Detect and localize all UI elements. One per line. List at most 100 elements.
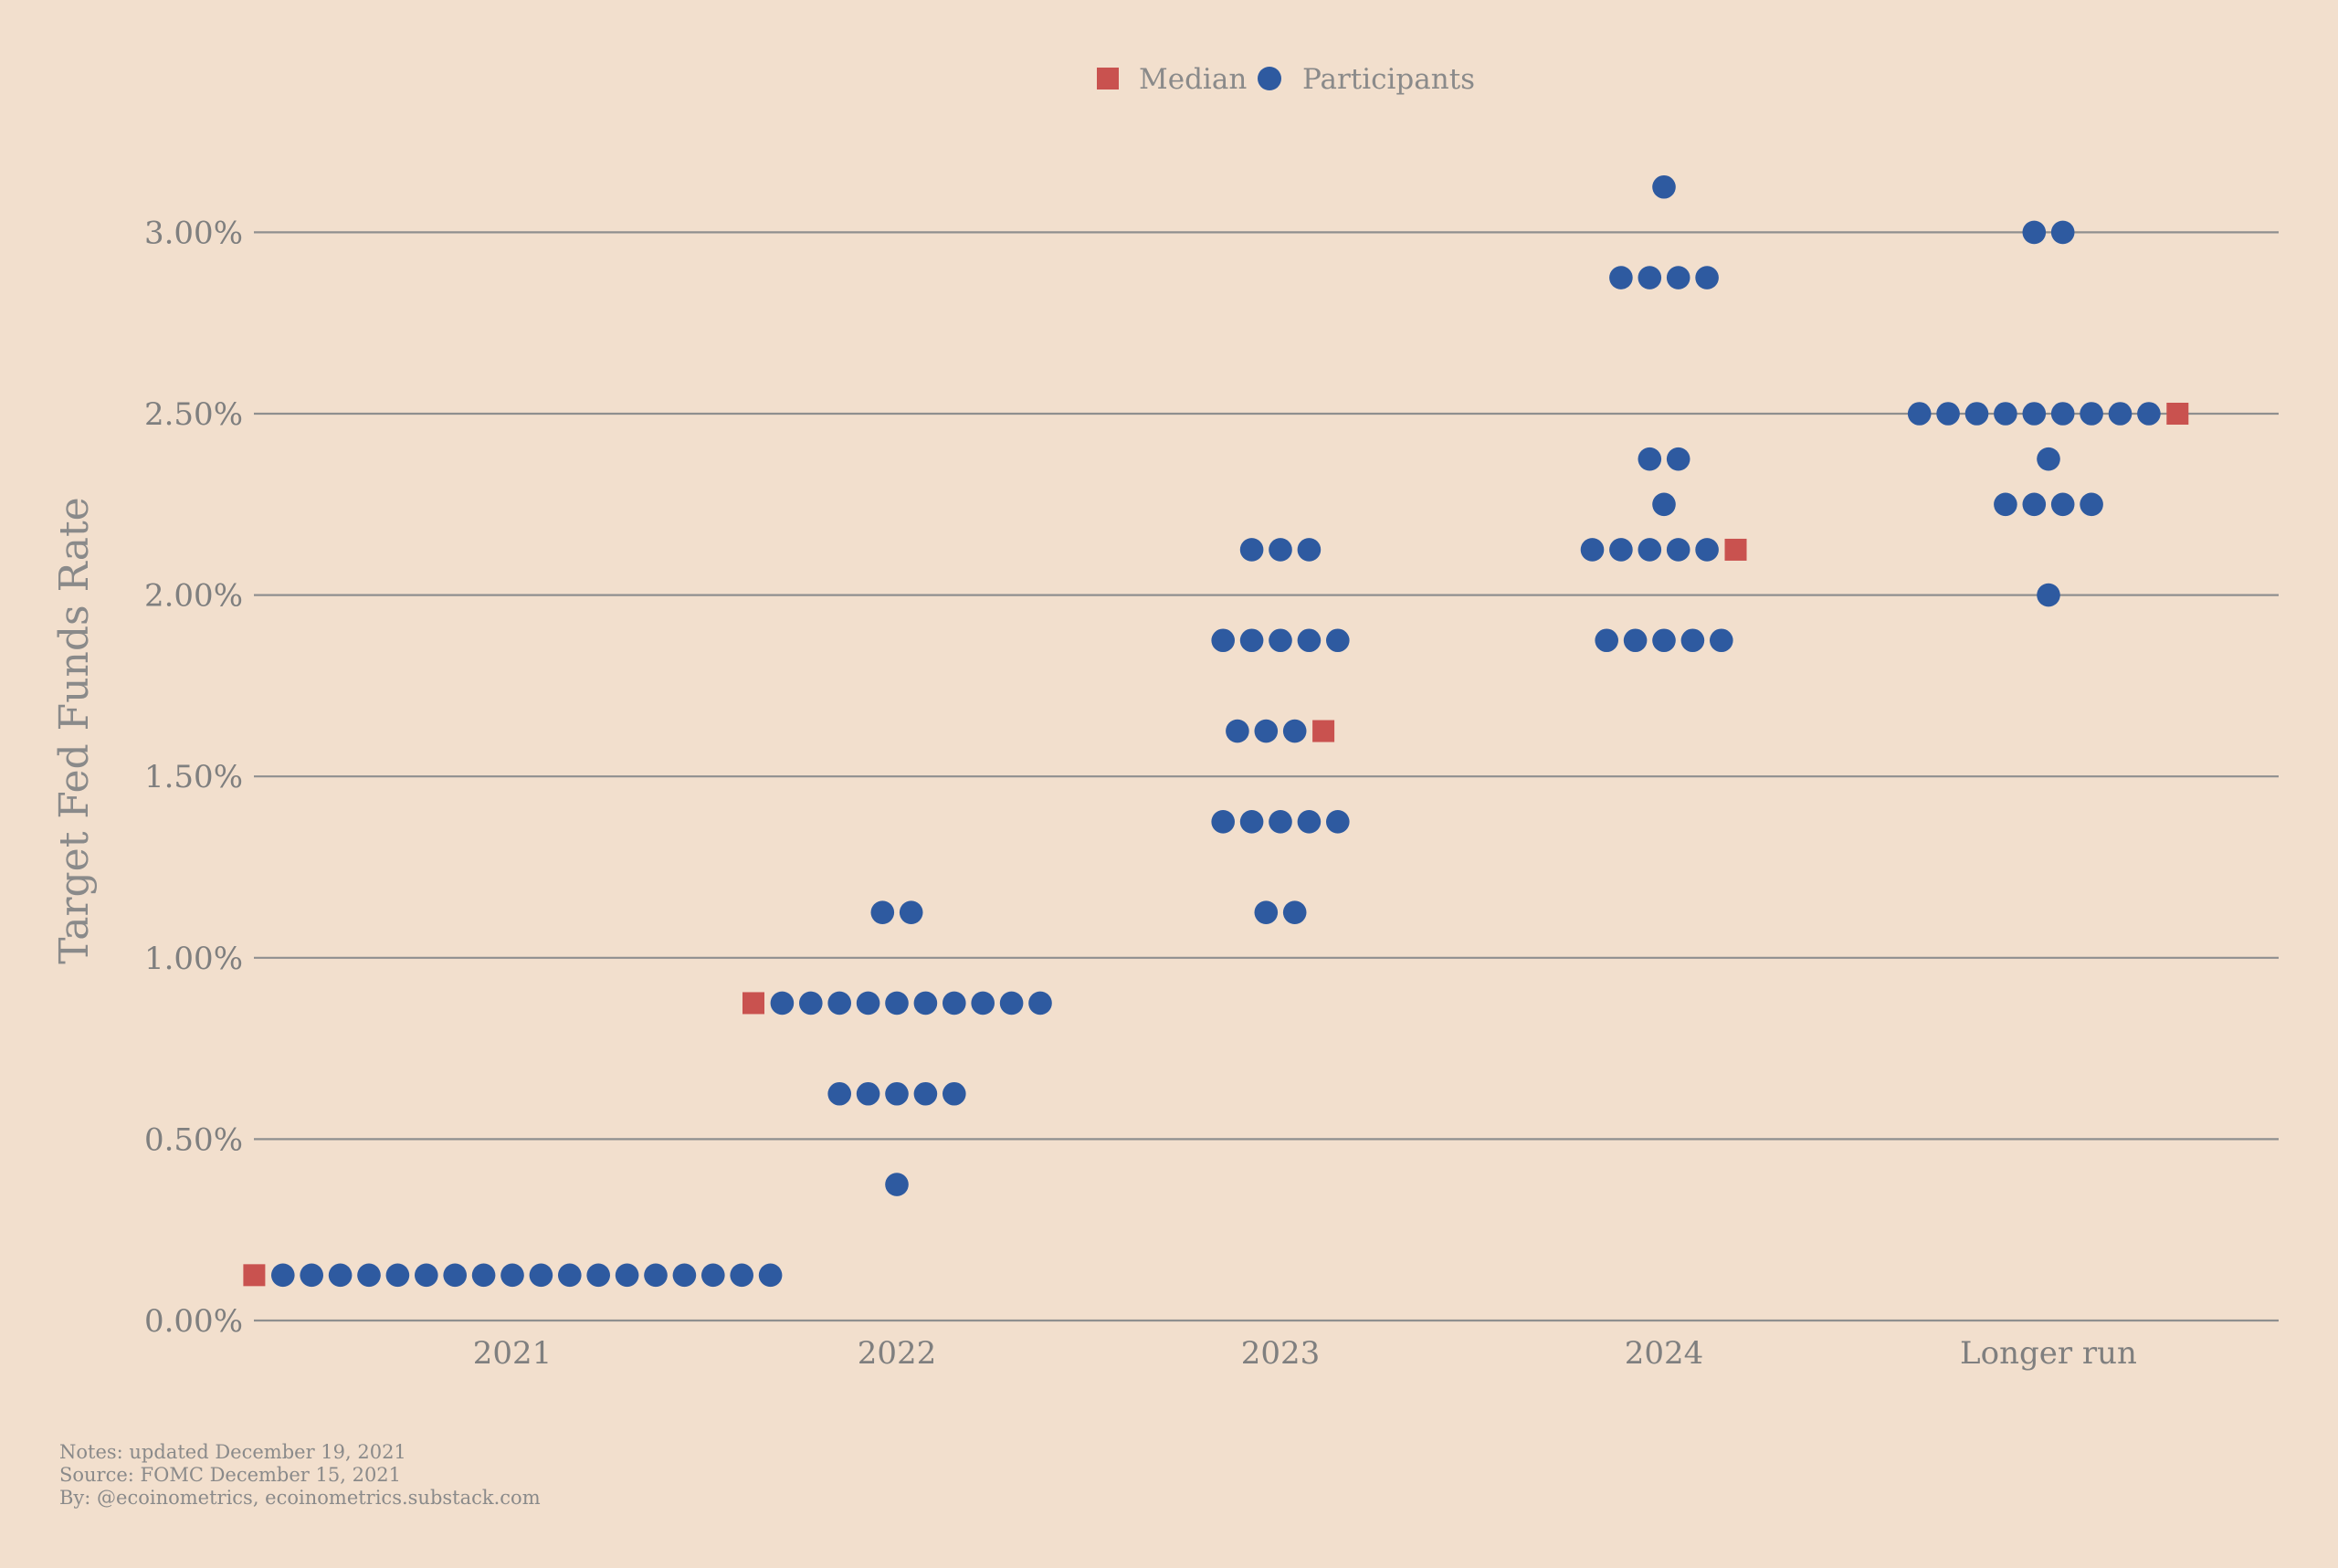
- participant-dot: [558, 1263, 582, 1288]
- participant-dot: [701, 1263, 725, 1288]
- participant-dot: [1269, 628, 1292, 653]
- participant-dot: [1652, 628, 1676, 653]
- median-marker: [1312, 720, 1335, 742]
- y-tick-label: 1.50%: [144, 759, 243, 795]
- footer-notes: Notes: updated December 19, 2021 Source:…: [59, 1441, 541, 1510]
- y-tick-label: 3.00%: [144, 215, 243, 251]
- participant-dot: [2022, 402, 2047, 426]
- participant-dot: [1609, 538, 1633, 562]
- participant-dot: [1623, 628, 1648, 653]
- participant-dot: [1652, 492, 1676, 517]
- median-marker: [742, 992, 764, 1015]
- byline-text: By: @ecoinometrics, ecoinometrics.substa…: [59, 1487, 541, 1509]
- participant-dot: [1239, 538, 1264, 562]
- participant-dot: [1254, 719, 1279, 743]
- participant-dot: [1326, 628, 1350, 653]
- participant-dot: [2037, 583, 2060, 607]
- participant-dot: [856, 1081, 880, 1106]
- median-marker: [243, 1264, 266, 1287]
- legend-participants-label: Participants: [1302, 63, 1475, 96]
- participant-dot: [328, 1263, 353, 1288]
- legend-participants-swatch: [1258, 67, 1281, 90]
- participant-dot: [2050, 402, 2075, 426]
- participant-dot: [885, 1173, 909, 1196]
- participant-dot: [1282, 719, 1307, 743]
- participant-dot: [1710, 628, 1733, 653]
- y-tick-labels: 0.00% 0.50% 1.00% 1.50% 2.00% 2.50% 3.00%: [144, 215, 243, 1340]
- participant-dot: [827, 991, 851, 1016]
- participant-dot: [1226, 719, 1249, 743]
- participant-dot: [1211, 810, 1235, 834]
- participant-dot: [1595, 628, 1618, 653]
- participant-dot: [1239, 628, 1264, 653]
- participant-dot: [1652, 174, 1676, 199]
- participant-dot: [1666, 266, 1690, 289]
- participant-dot: [1936, 402, 1960, 426]
- x-tick-label: Longer run: [1960, 1335, 2137, 1372]
- participant-dot: [471, 1263, 496, 1288]
- participant-dots: [271, 174, 2161, 1288]
- participant-dot: [1297, 810, 1322, 834]
- participant-dot: [644, 1263, 668, 1288]
- participant-dot: [1680, 628, 1705, 653]
- participant-dot: [885, 1081, 909, 1106]
- participant-dot: [2050, 220, 2075, 245]
- participant-dot: [856, 991, 880, 1016]
- participant-dot: [943, 991, 966, 1016]
- participant-dot: [672, 1263, 697, 1288]
- participant-dot: [2137, 402, 2161, 426]
- participant-dot: [971, 991, 995, 1016]
- notes-text: Notes: updated December 19, 2021: [59, 1441, 406, 1463]
- y-tick-label: 1.00%: [144, 941, 243, 977]
- participant-dot: [1994, 402, 2017, 426]
- participant-dot: [2022, 492, 2047, 517]
- x-tick-label: 2022: [858, 1335, 937, 1372]
- y-tick-label: 0.50%: [144, 1121, 243, 1158]
- participant-dot: [1695, 266, 1719, 289]
- participant-dot: [1638, 447, 1662, 471]
- participant-dot: [999, 991, 1024, 1016]
- participant-dot: [1666, 538, 1690, 562]
- gridlines: [254, 231, 2279, 1322]
- participant-dot: [1609, 266, 1633, 289]
- participant-dot: [1239, 810, 1264, 834]
- participant-dot: [913, 1081, 938, 1106]
- participant-dot: [2037, 447, 2060, 471]
- participant-dot: [885, 991, 909, 1016]
- participant-dot: [385, 1263, 410, 1288]
- participant-dot: [443, 1263, 468, 1288]
- source-text: Source: FOMC December 15, 2021: [59, 1464, 402, 1486]
- participant-dot: [913, 991, 938, 1016]
- median-markers: [243, 403, 2189, 1287]
- participant-dot: [799, 991, 823, 1016]
- participant-dot: [1994, 492, 2017, 517]
- participant-dot: [415, 1263, 438, 1288]
- participant-dot: [2022, 220, 2047, 245]
- y-axis-title: Target Fed Funds Rate: [51, 497, 98, 963]
- participant-dot: [1907, 402, 1932, 426]
- participant-dot: [500, 1263, 524, 1288]
- participant-dot: [1297, 628, 1322, 653]
- participant-dot: [1028, 991, 1052, 1016]
- median-marker: [1724, 538, 1747, 561]
- y-tick-label: 0.00%: [144, 1303, 243, 1340]
- x-tick-label: 2024: [1625, 1335, 1704, 1372]
- y-tick-label: 2.50%: [144, 396, 243, 433]
- participant-dot: [271, 1263, 295, 1288]
- x-tick-label: 2023: [1241, 1335, 1321, 1372]
- x-tick-labels: 2021 2022 2023 2024 Longer run: [473, 1335, 2137, 1372]
- legend-median-swatch: [1097, 68, 1119, 89]
- participant-dot: [1297, 538, 1322, 562]
- participant-dot: [1269, 810, 1292, 834]
- participant-dot: [770, 991, 795, 1016]
- participant-dot: [1964, 402, 1989, 426]
- participant-dot: [2050, 492, 2075, 517]
- participant-dot: [827, 1081, 851, 1106]
- participant-dot: [2080, 492, 2103, 517]
- participant-dot: [1695, 538, 1719, 562]
- participant-dot: [357, 1263, 381, 1288]
- participant-dot: [1326, 810, 1350, 834]
- participant-dot: [1580, 538, 1605, 562]
- participant-dot: [1254, 900, 1279, 924]
